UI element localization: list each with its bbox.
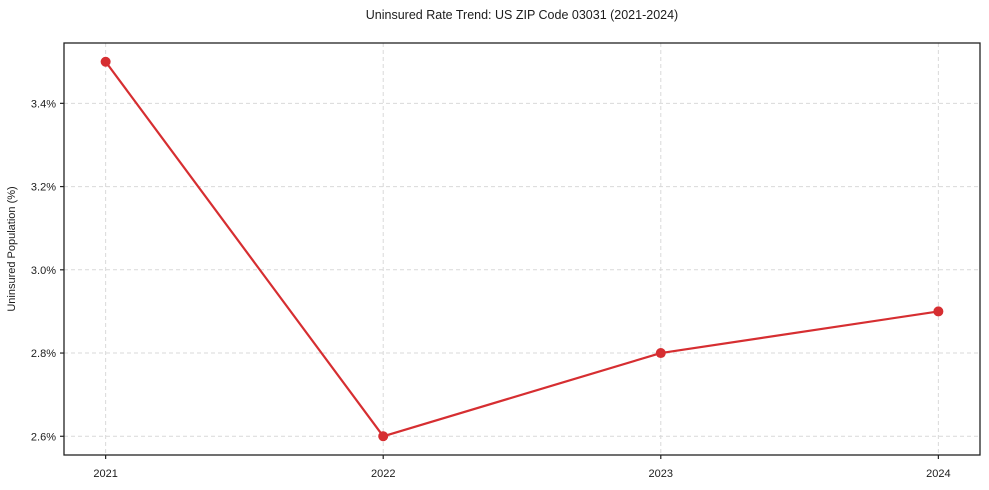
data-point-2024 bbox=[933, 306, 944, 317]
x-tick-label: 2022 bbox=[371, 468, 395, 480]
x-tick-label: 2021 bbox=[93, 468, 117, 480]
y-tick-label: 2.8% bbox=[31, 348, 56, 360]
y-tick-label: 3.2% bbox=[31, 182, 56, 194]
y-tick-label: 2.6% bbox=[31, 431, 56, 443]
plot-frame bbox=[63, 42, 981, 456]
chart-title: Uninsured Rate Trend: US ZIP Code 03031 … bbox=[366, 8, 678, 22]
x-tick-label: 2023 bbox=[649, 468, 673, 480]
data-point-2021 bbox=[100, 56, 111, 67]
trend-line bbox=[104, 60, 940, 438]
y-tick-label: 3.4% bbox=[31, 98, 56, 110]
y-axis-label: Uninsured Population (%) bbox=[6, 186, 18, 311]
x-tick-label: 2024 bbox=[926, 468, 950, 480]
data-point-2023 bbox=[655, 348, 666, 359]
data-point-2022 bbox=[378, 431, 389, 442]
y-tick-label: 3.0% bbox=[31, 265, 56, 277]
